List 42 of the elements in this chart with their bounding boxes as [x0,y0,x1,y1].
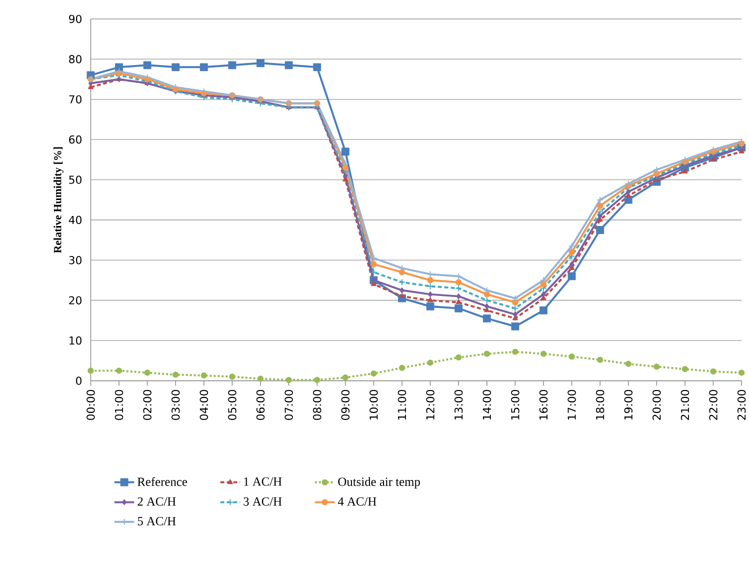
x-tick-label: 12:00 [426,390,434,420]
x-tick-label: 04:00 [200,390,208,420]
legend-label: Outside air temp [338,477,420,488]
x-tick-label: 20:00 [652,390,661,420]
x-tick-label: 01:00 [114,390,124,420]
legend-label: Reference [138,477,188,486]
y-tick-label: 20 [69,296,82,304]
x-tick-label: 17:00 [568,390,576,420]
legend-label: 4 AC/H [338,497,376,506]
y-tick-label: 80 [69,54,82,64]
x-tick-label: 08:00 [312,390,322,420]
x-tick-label: 23:00 [737,390,746,420]
x-tick-label: 14:00 [482,390,492,420]
x-tick-label: 00:00 [86,390,95,420]
x-tick-label: 18:00 [596,390,604,420]
x-tick-label: 16:00 [539,390,548,420]
y-tick-label: 10 [70,336,82,345]
x-tick-label: 13:00 [454,390,463,420]
y-tick-label: 60 [69,135,82,144]
x-tick-label: 03:00 [171,390,180,420]
legend-label: 5 AC/H [138,516,176,526]
y-tick-label: 90 [69,14,82,24]
y-axis-title: Relative Humidity [%] [54,147,64,253]
legend-label: 1 AC/H [244,477,282,486]
x-tick-label: 19:00 [624,390,633,420]
x-tick-label: 06:00 [256,390,265,420]
y-tick-label: 50 [69,176,82,184]
x-tick-label: 05:00 [228,390,236,420]
legend-label: 3 AC/H [244,497,282,506]
x-tick-label: 02:00 [143,390,152,420]
y-tick-label: 0 [76,376,82,385]
x-tick-label: 21:00 [680,390,690,420]
y-tick-label: 40 [68,216,82,224]
x-tick-label: 07:00 [284,390,293,420]
legend-label: 2 AC/H [138,497,176,506]
x-tick-label: 09:00 [341,390,350,420]
y-tick-label: 30 [69,256,82,264]
y-tick-label: 70 [69,95,82,104]
x-tick-label: 11:00 [398,390,406,420]
x-tick-label: 15:00 [511,390,520,420]
x-tick-label: 22:00 [709,390,718,420]
x-tick-label: 10:00 [370,390,378,420]
